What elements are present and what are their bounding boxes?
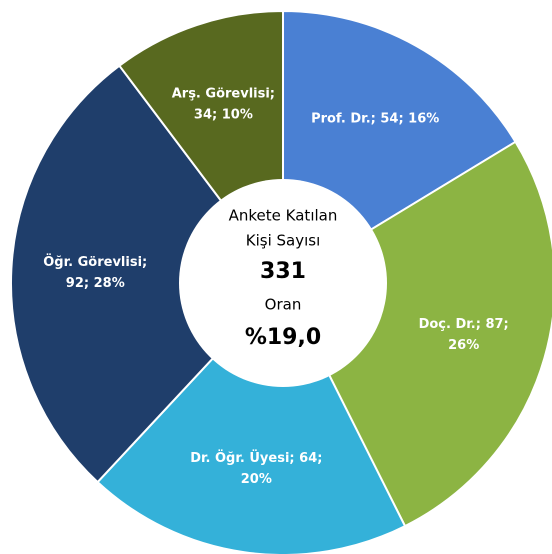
center-line: Ankete Katılan	[229, 207, 338, 225]
center-rate-title: Oran	[265, 296, 302, 314]
slice	[281, 140, 552, 528]
data-label: Prof. Dr.; 54; 16%	[311, 112, 439, 127]
slice	[10, 64, 285, 484]
data-label: Dr. Öğr. Üyesi; 64;	[190, 450, 322, 466]
center-rate: %19,0	[245, 325, 321, 350]
center-total: 331	[260, 259, 306, 284]
donut-hole	[179, 179, 387, 387]
data-label: 92; 28%	[66, 276, 125, 291]
data-label: 20%	[241, 472, 272, 487]
slice	[96, 281, 407, 554]
data-label: 26%	[448, 338, 479, 353]
center-line: Kişi Sayısı	[246, 232, 321, 250]
data-label: Öğr. Görevlisi;	[43, 254, 147, 270]
data-label: Arş. Görevlisi;	[172, 87, 275, 102]
data-label: 34; 10%	[194, 108, 253, 123]
data-label: Doç. Dr.; 87;	[419, 317, 509, 332]
